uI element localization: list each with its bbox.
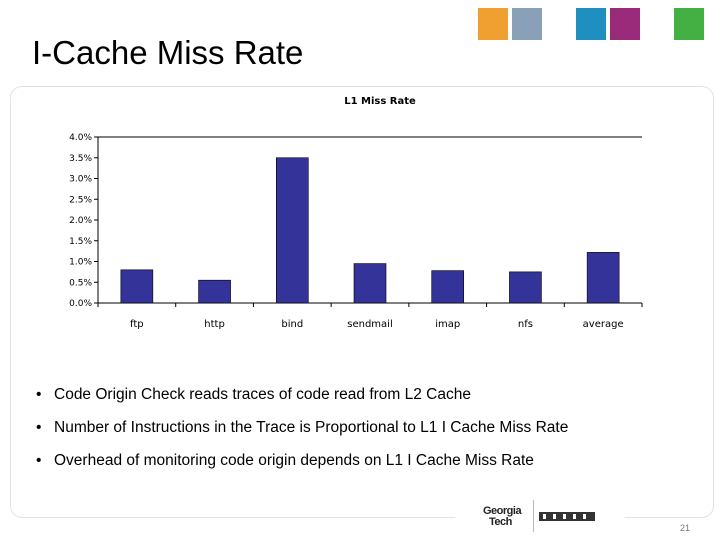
bullet-dot: • [36,419,42,436]
x-tick-label: http [204,319,225,330]
y-tick-label: 2.0% [69,216,92,226]
bullet-text: Number of Instructions in the Trace is P… [54,419,569,436]
y-tick-label: 3.0% [69,175,92,185]
bullet-item: • Overhead of monitoring code origin dep… [36,452,568,470]
bar-nfs [509,271,542,304]
content-frame [10,86,714,518]
x-tick-label: sendmail [347,319,392,330]
y-tick-label: 1.5% [69,237,92,247]
slide-title: I-Cache Miss Rate [32,34,304,71]
x-tick-label: ftp [130,319,144,330]
bar-average [586,252,620,304]
bullet-text: Code Origin Check reads traces of code r… [54,386,471,403]
thumbnail-blue [576,8,606,40]
bar-imap [431,270,465,304]
bar-chart: L1 Miss Rate 0.0% 0.5% 1.0% 1.5% 2.0% 2.5% 3.0%… [69,96,643,330]
y-tick-label: 2.5% [69,195,92,205]
y-tick-label: 3.5% [69,154,92,164]
chart-title: L1 Miss Rate [344,96,416,107]
y-tick-label: 1.0% [69,258,92,268]
bullet-text: Overhead of monitoring code origin depen… [54,452,534,469]
georgia-tech-mars-logo: Georgia Tech [455,498,625,534]
bar-ftp [120,269,154,304]
logo-wordmark: Georgia Tech [483,505,522,528]
x-tick-label: imap [435,319,460,330]
x-tick-label: bind [281,319,303,330]
thumbnail-photo [512,8,542,40]
y-tick-label: 4.0% [69,133,92,143]
logo-line-2: Tech [489,516,512,528]
bullet-dot: • [36,386,42,403]
bar-sendmail [353,263,387,304]
bullet-item: • Code Origin Check reads traces of code… [36,386,568,404]
bar-http [198,279,231,304]
bullet-dot: • [36,452,42,469]
bullet-list: • Code Origin Check reads traces of code… [36,386,568,485]
thumbnail-orange [478,8,508,40]
y-tick-label: 0.5% [69,278,92,288]
x-tick-label: average [583,319,624,330]
thumbnail-green [674,8,704,40]
header-thumbnails [478,8,718,44]
x-tick-label: nfs [518,319,533,330]
bar-bind [275,157,309,304]
bullet-item: • Number of Instructions in the Trace is… [36,419,568,437]
page-number: 21 [680,523,691,533]
logo-graphic [455,498,625,534]
thumbnail-purple [610,8,640,40]
logo-line-1: Georgia [483,505,522,517]
y-tick-label: 0.0% [69,299,92,309]
